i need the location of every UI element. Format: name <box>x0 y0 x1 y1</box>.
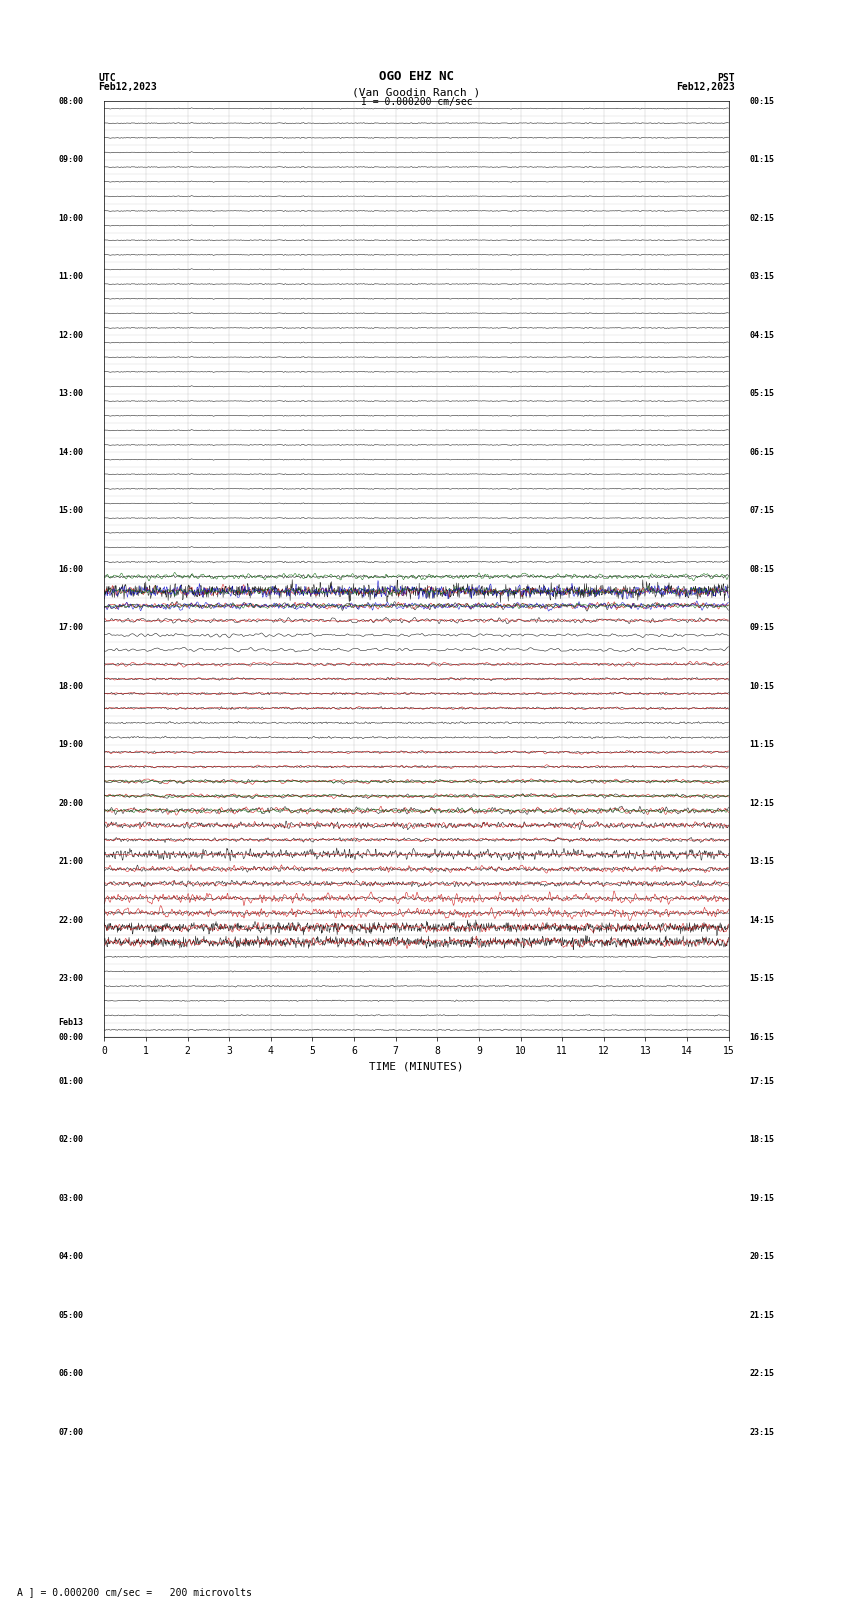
Text: 11:00: 11:00 <box>59 273 83 281</box>
Text: 01:00: 01:00 <box>59 1076 83 1086</box>
Text: I = 0.000200 cm/sec: I = 0.000200 cm/sec <box>360 97 473 106</box>
Text: 14:15: 14:15 <box>750 916 774 924</box>
Text: Feb12,2023: Feb12,2023 <box>99 82 157 92</box>
X-axis label: TIME (MINUTES): TIME (MINUTES) <box>369 1061 464 1073</box>
Text: OGO EHZ NC: OGO EHZ NC <box>379 69 454 82</box>
Text: 11:15: 11:15 <box>750 740 774 750</box>
Text: 12:15: 12:15 <box>750 798 774 808</box>
Text: 23:15: 23:15 <box>750 1428 774 1437</box>
Text: 18:15: 18:15 <box>750 1136 774 1144</box>
Text: 02:00: 02:00 <box>59 1136 83 1144</box>
Text: 02:15: 02:15 <box>750 215 774 223</box>
Text: (Van Goodin Ranch ): (Van Goodin Ranch ) <box>353 87 480 97</box>
Text: Feb12,2023: Feb12,2023 <box>676 82 734 92</box>
Text: 22:15: 22:15 <box>750 1369 774 1378</box>
Text: 03:00: 03:00 <box>59 1194 83 1203</box>
Text: 00:00: 00:00 <box>59 1032 83 1042</box>
Text: 09:15: 09:15 <box>750 623 774 632</box>
Text: 20:00: 20:00 <box>59 798 83 808</box>
Text: 08:00: 08:00 <box>59 97 83 106</box>
Text: 16:00: 16:00 <box>59 565 83 574</box>
Text: 14:00: 14:00 <box>59 448 83 456</box>
Text: 03:15: 03:15 <box>750 273 774 281</box>
Text: 04:00: 04:00 <box>59 1252 83 1261</box>
Text: 06:15: 06:15 <box>750 448 774 456</box>
Text: Feb13: Feb13 <box>59 1018 83 1027</box>
Text: 19:15: 19:15 <box>750 1194 774 1203</box>
Text: 15:15: 15:15 <box>750 974 774 984</box>
Text: 15:00: 15:00 <box>59 506 83 515</box>
Text: 05:00: 05:00 <box>59 1311 83 1319</box>
Text: 06:00: 06:00 <box>59 1369 83 1378</box>
Text: 01:15: 01:15 <box>750 155 774 165</box>
Text: 08:15: 08:15 <box>750 565 774 574</box>
Text: 05:15: 05:15 <box>750 389 774 398</box>
Text: 22:00: 22:00 <box>59 916 83 924</box>
Text: 23:00: 23:00 <box>59 974 83 984</box>
Text: 13:00: 13:00 <box>59 389 83 398</box>
Text: 12:00: 12:00 <box>59 331 83 340</box>
Text: 10:15: 10:15 <box>750 682 774 690</box>
Text: 09:00: 09:00 <box>59 155 83 165</box>
Text: 21:00: 21:00 <box>59 857 83 866</box>
Text: 07:00: 07:00 <box>59 1428 83 1437</box>
Text: 10:00: 10:00 <box>59 215 83 223</box>
Text: 00:15: 00:15 <box>750 97 774 106</box>
Text: A ] = 0.000200 cm/sec =   200 microvolts: A ] = 0.000200 cm/sec = 200 microvolts <box>17 1587 252 1597</box>
Text: 19:00: 19:00 <box>59 740 83 750</box>
Text: PST: PST <box>717 73 734 82</box>
Text: 07:15: 07:15 <box>750 506 774 515</box>
Text: 17:00: 17:00 <box>59 623 83 632</box>
Text: 18:00: 18:00 <box>59 682 83 690</box>
Text: 17:15: 17:15 <box>750 1076 774 1086</box>
Text: UTC: UTC <box>99 73 116 82</box>
Text: 20:15: 20:15 <box>750 1252 774 1261</box>
Text: 04:15: 04:15 <box>750 331 774 340</box>
Text: 13:15: 13:15 <box>750 857 774 866</box>
Text: 16:15: 16:15 <box>750 1032 774 1042</box>
Text: 21:15: 21:15 <box>750 1311 774 1319</box>
